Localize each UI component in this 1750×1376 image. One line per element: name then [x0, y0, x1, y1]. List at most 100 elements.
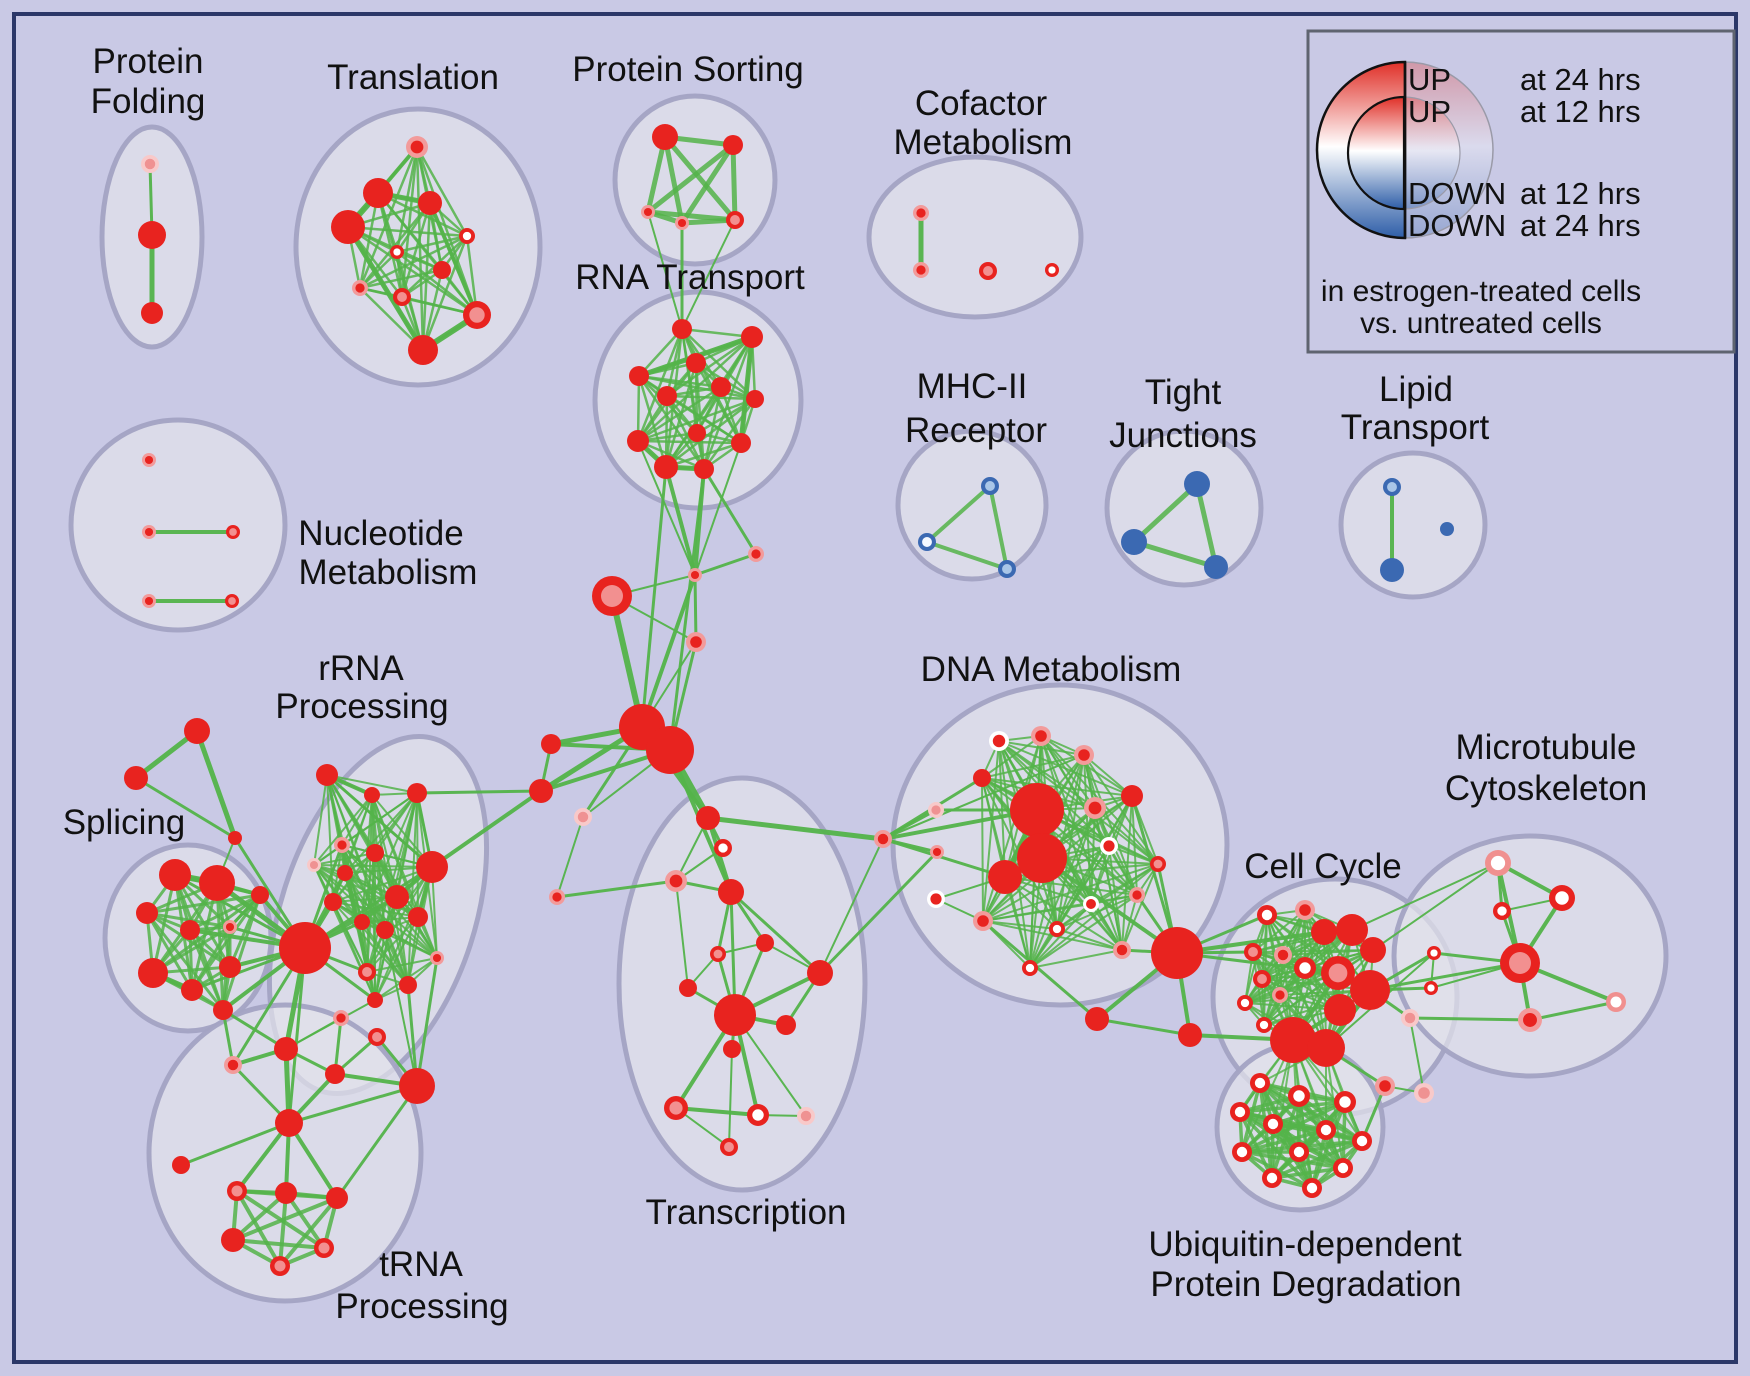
network-edge [665, 394, 757, 401]
cluster-label-tight-junctions-line1: Tight [1145, 373, 1222, 412]
network-node [657, 386, 677, 406]
network-node-core [1236, 1146, 1248, 1158]
network-edge [668, 467, 706, 752]
network-edge [981, 735, 1042, 779]
network-node-core [931, 805, 941, 815]
network-edge [982, 863, 1159, 922]
network-edge [664, 441, 743, 469]
network-node [279, 922, 331, 974]
cluster-label-trna-processing-line1: tRNA [379, 1245, 463, 1284]
network-edge [231, 1238, 326, 1250]
network-node [184, 718, 210, 744]
cluster-label-mhc-ii-receptor-line2: Receptor [905, 411, 1047, 450]
network-edge [145, 911, 194, 992]
network-node [646, 726, 694, 774]
network-node-core [724, 1142, 734, 1152]
network-edge [1131, 539, 1219, 570]
network-node [629, 366, 649, 386]
network-node [416, 851, 448, 883]
network-edge [1528, 1000, 1618, 1022]
network-node-core [1275, 990, 1285, 1000]
network-edge [145, 911, 225, 1012]
network-node [1121, 785, 1143, 807]
network-edge [332, 901, 376, 1001]
network-node-core [669, 1101, 683, 1115]
network-edge [374, 916, 419, 1001]
network-node [1017, 833, 1067, 883]
network-edge [640, 465, 668, 729]
network-edge [415, 956, 439, 1088]
network-node-core [1103, 840, 1115, 852]
network-node-core [1277, 949, 1289, 961]
network-node-core [1430, 949, 1438, 957]
network-edge [1056, 928, 1123, 951]
cluster-label-ubiquitin-degradation-line1: Ubiquitin-dependent [1148, 1225, 1462, 1264]
legend-caption-line2: vs. untreated cells [1360, 307, 1602, 340]
cluster-label-cell-cycle: Cell Cycle [1244, 847, 1402, 886]
network-node [714, 994, 756, 1036]
legend-inner-ring-left [1346, 95, 1406, 211]
network-node [1204, 555, 1228, 579]
network-edge [728, 1048, 733, 1148]
cluster-label-microtubule-cytoskeleton-line1: Microtubule [1456, 728, 1637, 767]
cluster-label-trna-processing-line2: Processing [335, 1287, 508, 1326]
cluster-ellipse-cofactor-metabolism [866, 154, 1084, 320]
network-edge [1244, 967, 1306, 1004]
network-edge [335, 1084, 419, 1200]
network-node [1336, 914, 1368, 946]
network-node [181, 979, 203, 1001]
network-node-core [1293, 1146, 1305, 1158]
network-node [366, 844, 384, 862]
network-node-core [469, 307, 485, 323]
network-edge [366, 916, 419, 973]
network-node-core [1509, 952, 1531, 974]
network-edge [1004, 876, 1123, 951]
network-node [652, 124, 678, 150]
network-edge [287, 1121, 339, 1200]
network-edge [1083, 754, 1138, 896]
network-node [686, 353, 706, 373]
network-edge [415, 145, 425, 352]
network-edge [664, 465, 697, 577]
network-node-core [1116, 944, 1128, 956]
network-edge [982, 920, 1058, 930]
network-node-core [1299, 962, 1311, 974]
legend-direction-label-3: DOWN [1408, 176, 1506, 211]
network-edge [981, 777, 1138, 896]
network-edge [221, 893, 262, 1012]
network-edge [680, 327, 757, 401]
network-node [807, 960, 833, 986]
network-edge [1297, 1139, 1364, 1154]
network-node [337, 865, 353, 881]
network-edge [400, 145, 419, 299]
cluster-label-translation: Translation [327, 58, 499, 97]
network-edge [662, 134, 738, 223]
network-node [172, 1156, 190, 1174]
network-edge [556, 816, 584, 898]
legend-time-label-2: at 12 hrs [1520, 94, 1641, 129]
network-node-core [1356, 1135, 1368, 1147]
network-edge [647, 211, 683, 330]
network-edge [235, 1121, 291, 1193]
network-edge [636, 397, 757, 443]
network-edge [421, 234, 469, 352]
network-edge [679, 142, 736, 226]
network-node [541, 734, 561, 754]
network-edge [729, 890, 822, 975]
network-edge [981, 919, 1099, 1021]
network-edge [675, 880, 689, 989]
network-node-core [362, 967, 372, 977]
network-edge [1325, 1047, 1344, 1169]
network-node [1010, 783, 1064, 837]
network-edge [361, 921, 376, 1001]
legend: UP at 24 hrs UP at 12 hrs DOWN at 12 hrs DOWN a… [1306, 29, 1736, 354]
network-node [363, 178, 393, 208]
network-edge [415, 789, 543, 795]
network-node-core [144, 527, 154, 537]
network-edge [555, 879, 678, 899]
network-edge [358, 250, 399, 290]
network-edge [1090, 903, 1123, 951]
network-edge [1238, 1110, 1274, 1180]
network-node [1440, 522, 1454, 536]
cluster-label-rna-transport: RNA Transport [575, 258, 805, 297]
